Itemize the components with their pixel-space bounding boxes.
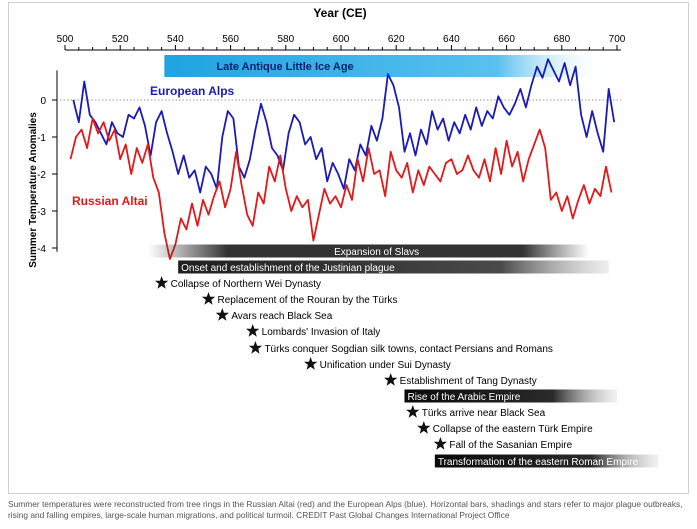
series-label-european-alps: European Alps [150, 84, 235, 98]
series-line-european-alps [72, 58, 616, 194]
event-star-icon [215, 308, 229, 321]
x-tick-label: 500 [57, 34, 74, 45]
x-tick-label: 620 [388, 34, 405, 45]
event-star-icon [433, 437, 447, 450]
event-star-icon [248, 341, 263, 354]
annotation-bar [434, 454, 659, 468]
chart-title: Year (CE) [313, 6, 366, 20]
annotation-bar [147, 244, 590, 258]
figure-caption: Summer temperatures were reconstructed f… [8, 499, 683, 520]
x-tick-label: 660 [498, 34, 515, 45]
x-tick-label: 700 [609, 34, 626, 45]
event-label: Türks arrive near Black Sea [422, 408, 546, 419]
event-star-icon [201, 292, 216, 305]
event-label: Avars reach Black Sea [231, 311, 332, 322]
event-label: Collapse of the eastern Türk Empire [433, 424, 593, 435]
x-tick-label: 560 [222, 34, 239, 45]
event-star-icon [154, 276, 169, 289]
x-tick-label: 580 [277, 34, 294, 45]
x-tick-label: 540 [167, 34, 184, 45]
event-label: Lombards' Invasion of Italy [262, 327, 381, 338]
event-star-icon [384, 373, 398, 386]
annotation-bar-label: Expansion of Slavs [334, 247, 419, 258]
event-star-icon [417, 421, 431, 434]
y-tick-label: -4 [37, 244, 46, 255]
x-tick-label: 520 [112, 34, 129, 45]
event-label: Türks conquer Sogdian silk towns, contac… [264, 344, 552, 355]
ice-age-band-label: Late Antique Little Ice Age [216, 61, 353, 73]
x-tick-label: 680 [553, 34, 570, 45]
event-star-icon [406, 405, 420, 418]
x-tick-label: 640 [443, 34, 460, 45]
event-label: Collapse of Northern Wei Dynasty [171, 279, 321, 290]
ice-age-band [164, 55, 609, 77]
series-line-russian-altai [69, 117, 613, 261]
y-tick-label: 0 [40, 96, 46, 107]
y-tick-label: -3 [37, 207, 46, 218]
x-tick-label: 600 [333, 34, 350, 45]
event-star-icon [246, 324, 260, 337]
annotation-bar-label: Onset and establishment of the Justinian… [181, 263, 395, 274]
y-tick-label: -2 [37, 170, 46, 181]
event-label: Establishment of Tang Dynasty [400, 376, 537, 387]
event-star-icon [304, 357, 318, 370]
event-label: Fall of the Sasanian Empire [449, 440, 572, 451]
series-label-russian-altai: Russian Altai [72, 194, 148, 208]
chart: Year (CE) Summer Temperature Anomalies L… [28, 6, 659, 468]
y-tick-label: -1 [37, 133, 46, 144]
annotation-bar-label: Transformation of the eastern Roman Empi… [438, 457, 639, 468]
y-axis-label: Summer Temperature Anomalies [28, 112, 39, 268]
annotation-bar [404, 389, 617, 403]
event-label: Unification under Sui Dynasty [320, 360, 451, 371]
annotation-bar [178, 260, 609, 274]
annotation-bar-label: Rise of the Arabic Empire [407, 392, 520, 403]
event-label: Replacement of the Rouran by the Türks [218, 295, 398, 306]
